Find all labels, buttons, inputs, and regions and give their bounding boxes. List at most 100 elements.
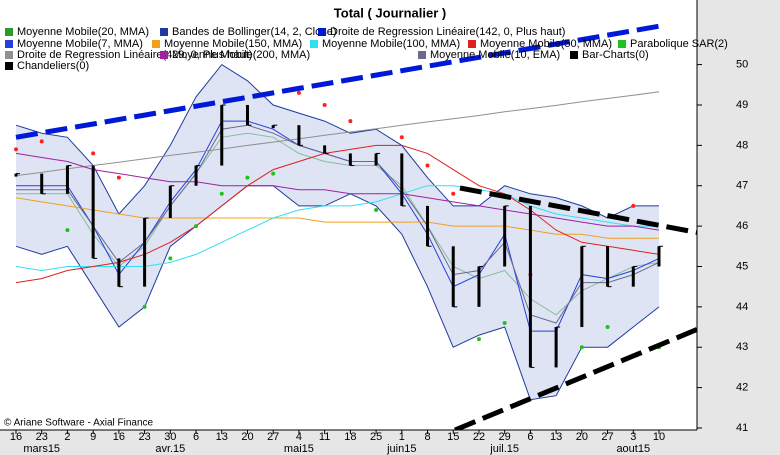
line: [15, 185, 659, 272]
sar-dot: [374, 207, 379, 212]
x-tick-label: 20: [576, 431, 588, 443]
y-tick-label: 50: [736, 59, 748, 71]
footer: © Ariane Software - Axial Finance: [4, 418, 154, 429]
chart-title: Total ( Journalier ): [334, 5, 446, 20]
legend-swatch: [618, 40, 626, 48]
y-tick-label: 47: [736, 180, 748, 192]
bollinger-lower: [15, 185, 660, 401]
x-tick-label: 29: [499, 431, 511, 443]
legend-swatch: [310, 40, 318, 48]
x-tick-label: 3: [630, 431, 636, 443]
sar-dot: [579, 345, 584, 350]
legend-swatch: [160, 28, 168, 36]
candle: [194, 165, 198, 186]
legend-swatch: [570, 51, 578, 59]
sar-dot: [296, 90, 301, 95]
sar-dot: [348, 119, 353, 124]
x-tick-label: 22: [473, 431, 485, 443]
candle: [348, 153, 352, 166]
candle: [143, 218, 147, 287]
x-tick-label: 11: [319, 431, 330, 443]
x-tick-label: 23: [138, 431, 150, 443]
sar-dot: [194, 224, 199, 229]
x-tick-label: 8: [424, 431, 430, 443]
sar-dot: [116, 175, 121, 180]
candle: [168, 185, 172, 219]
candle: [606, 246, 610, 287]
sar-dot: [631, 203, 636, 208]
candle: [14, 173, 18, 177]
legend-label: Moyenne Mobile(50, MMA): [480, 38, 612, 50]
sar-dot: [451, 191, 456, 196]
legend-label: Moyenne Mobile(150, MMA): [164, 38, 302, 50]
x-tick-label: 10: [653, 431, 665, 443]
legend-label: Moyenne Mobile(20, MMA): [17, 26, 149, 38]
month-label: juil.15: [489, 443, 519, 455]
legend-swatch: [5, 28, 13, 36]
candle: [117, 258, 121, 287]
candle: [554, 327, 558, 368]
legend-label: Chandeliers(0): [17, 60, 89, 72]
legend-label: Droite de Regression Linéaire(429, 0, Pl…: [17, 49, 252, 61]
candle: [451, 246, 455, 307]
x-tick-label: 16: [113, 431, 125, 443]
legend-label: Droite de Regression Linéaire(142, 0, Pl…: [330, 26, 565, 38]
x-tick-label: 30: [164, 431, 176, 443]
legend-swatch: [318, 28, 326, 36]
legend-swatch: [160, 51, 168, 59]
x-tick-label: 13: [550, 431, 562, 443]
candle: [297, 125, 301, 146]
x-tick-label: 13: [216, 431, 228, 443]
month-label: juin15: [386, 443, 416, 455]
legend-label: Moyenne Mobile(7, MMA): [17, 38, 143, 50]
candle: [220, 104, 224, 166]
month-label: mai15: [284, 443, 314, 455]
sar-dot: [65, 228, 70, 233]
x-tick-label: 6: [527, 431, 533, 443]
candle: [580, 246, 584, 328]
y-tick-label: 46: [736, 220, 748, 232]
x-tick-label: 20: [241, 431, 253, 443]
sar-dot: [425, 163, 430, 168]
candle: [528, 205, 532, 368]
line: [15, 197, 659, 239]
legend-label: Moyenne Mobile(10, EMA): [430, 49, 560, 61]
sar-dot: [605, 325, 610, 330]
x-tick-label: 4: [296, 431, 302, 443]
y-tick-label: 41: [736, 422, 748, 434]
bollinger-upper: [15, 63, 659, 219]
x-axis-area: [0, 430, 697, 455]
line: [16, 124, 660, 324]
x-tick-label: 2: [64, 431, 70, 443]
candle: [657, 246, 661, 267]
x-tick-label: 18: [344, 431, 356, 443]
candle: [503, 205, 507, 267]
legend-swatch: [468, 40, 476, 48]
y-tick-label: 49: [736, 99, 748, 111]
line: [15, 144, 660, 284]
sar-dot: [168, 256, 173, 261]
legend-label: Bar-Charts(0): [582, 49, 649, 61]
x-tick-label: 1: [399, 431, 405, 443]
candle: [40, 173, 44, 194]
candle: [374, 153, 378, 166]
candle: [477, 266, 481, 307]
candle: [245, 104, 249, 126]
sar-dot: [91, 151, 96, 156]
plot: [14, 23, 663, 401]
x-tick-label: 6: [193, 431, 199, 443]
x-tick-label: 9: [90, 431, 96, 443]
candle: [65, 165, 69, 194]
y-tick-label: 48: [736, 139, 748, 151]
legend-swatch: [5, 51, 13, 59]
sar-dot: [399, 135, 404, 140]
candle: [91, 165, 95, 259]
x-tick-label: 25: [370, 431, 382, 443]
candle: [323, 145, 327, 154]
month-label: mars15: [23, 443, 60, 455]
sar-dot: [219, 191, 224, 196]
x-tick-label: 27: [601, 431, 613, 443]
sar-dot: [245, 175, 250, 180]
legend-swatch: [418, 51, 426, 59]
